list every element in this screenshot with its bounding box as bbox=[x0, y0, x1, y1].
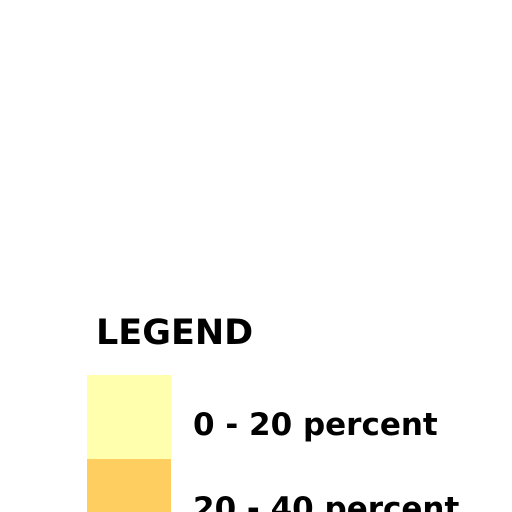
legend-label-0-20-percent: 0 - 20 percent bbox=[193, 407, 438, 443]
legend-item-0-20-percent: 0 - 20 percent bbox=[87, 375, 507, 459]
legend-swatch-0-20-percent bbox=[87, 375, 171, 459]
legend-swatch-20-40-percent bbox=[87, 459, 171, 512]
legend-title: LEGEND bbox=[96, 313, 254, 353]
legend-item-20-40-percent: 20 - 40 percent bbox=[87, 459, 507, 512]
legend-label-20-40-percent: 20 - 40 percent bbox=[193, 491, 460, 512]
